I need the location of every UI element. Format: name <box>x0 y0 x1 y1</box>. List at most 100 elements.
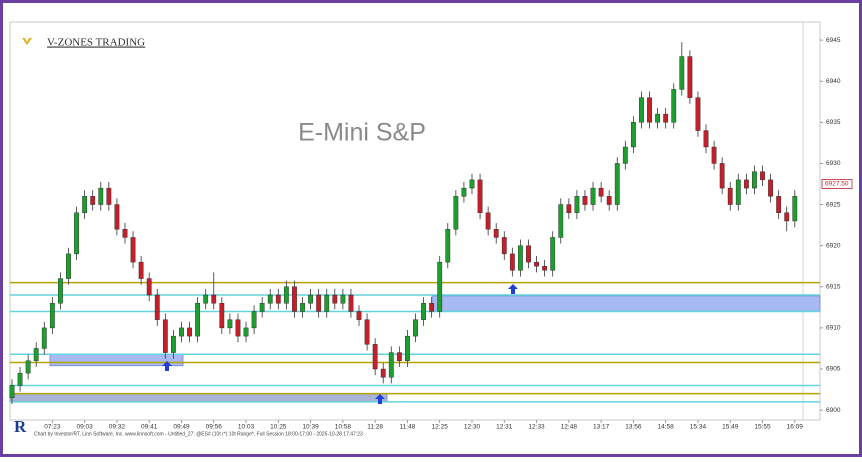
x-tick-label: 12:33 <box>528 424 545 431</box>
x-tick-label: 10:25 <box>270 424 287 431</box>
arrow <box>162 361 172 371</box>
last-price-box <box>821 179 853 189</box>
candle-body <box>66 253 71 279</box>
zone <box>49 353 184 367</box>
candle-body <box>735 179 741 205</box>
candle-body <box>58 278 63 304</box>
candle-body <box>776 196 782 213</box>
y-tick-label: 6900 <box>826 407 841 414</box>
candle-body <box>41 327 47 349</box>
candle-body <box>283 286 289 304</box>
candle-body <box>211 294 217 304</box>
arrows <box>162 284 518 404</box>
x-tick-label: 07:23 <box>44 424 61 431</box>
candle-body <box>98 187 104 205</box>
x-tick-label: 12:48 <box>561 424 578 431</box>
candle-body <box>687 56 693 98</box>
candle-body <box>187 327 192 337</box>
candle-body <box>768 179 773 197</box>
candle-body <box>380 368 386 378</box>
candle-body <box>743 179 749 189</box>
candle-body <box>711 146 717 164</box>
candle-body <box>122 229 128 238</box>
x-tick-label: 14:58 <box>658 424 675 431</box>
candle-body <box>518 245 523 271</box>
candle-body <box>74 212 79 255</box>
candle-body <box>130 237 136 263</box>
y-tick-label: 6915 <box>826 284 841 291</box>
candle-body <box>421 303 426 320</box>
candle-body <box>614 163 620 205</box>
candle-body <box>477 179 483 213</box>
candle-body <box>227 319 233 329</box>
candle-body <box>300 303 305 312</box>
candle-body <box>453 196 459 230</box>
brand-logo <box>22 38 32 45</box>
candle-body <box>49 303 55 329</box>
candle-body <box>606 196 612 205</box>
candle-body <box>235 319 241 337</box>
candle-body <box>90 196 96 205</box>
y-tick-label: 6910 <box>826 325 841 332</box>
x-tick-label: 09:49 <box>173 424 190 431</box>
x-tick-label: 12:31 <box>496 424 513 431</box>
candle-body <box>630 122 636 148</box>
candle-body <box>17 372 23 386</box>
candle-body <box>655 113 661 123</box>
candle-body <box>162 319 168 353</box>
candle-body <box>405 335 410 361</box>
candle-body <box>364 319 370 345</box>
x-tick-label: 11:48 <box>400 424 416 431</box>
candle-body <box>501 237 507 255</box>
zone <box>9 393 388 403</box>
candle-body <box>138 261 144 279</box>
x-tick-label: 09:56 <box>206 424 223 431</box>
x-tick-label: 13:17 <box>593 424 610 431</box>
x-tick-label: 10:39 <box>302 424 319 431</box>
candle-body <box>203 294 209 304</box>
candle-body <box>114 204 120 230</box>
candle-body <box>703 130 709 148</box>
candle-body <box>558 204 564 238</box>
candle-body <box>388 352 394 378</box>
candle-body <box>82 196 88 213</box>
brand: V-ZONES TRADING <box>47 37 145 49</box>
chart-title: E-Mini S&P <box>298 119 426 147</box>
x-tick-label: 11:28 <box>367 424 383 431</box>
candle-body <box>267 294 273 304</box>
last-price-label: 6927.50 <box>825 181 849 188</box>
candle-body <box>243 327 249 337</box>
candle-body <box>195 303 201 337</box>
candle-body <box>356 311 362 320</box>
candle-body <box>348 294 354 312</box>
x-tick-label: 15:34 <box>690 424 707 431</box>
x-tick-label: 13:56 <box>625 424 642 431</box>
logo: R <box>14 417 27 436</box>
candle-body <box>292 286 297 312</box>
candle-body <box>622 146 628 164</box>
candle-body <box>752 171 757 189</box>
candle-body <box>784 212 790 222</box>
x-tick-label: 10:03 <box>238 424 255 431</box>
candle-body <box>509 253 515 271</box>
y-tick-label: 6940 <box>826 78 841 85</box>
candle-body <box>550 237 556 271</box>
candle-body <box>566 204 572 213</box>
y-tick-label: 6935 <box>826 119 841 126</box>
candle-body <box>429 303 435 312</box>
candle-body <box>445 229 451 263</box>
candle-body <box>146 278 152 296</box>
candle-body <box>372 344 378 370</box>
x-tick-label: 09:03 <box>76 424 93 431</box>
candle-body <box>663 113 669 123</box>
x-tick-label: 09:41 <box>141 424 158 431</box>
x-tick-label: 15:55 <box>754 424 771 431</box>
candle-body <box>542 266 548 271</box>
candle-body <box>340 294 346 304</box>
candle-body <box>170 335 176 353</box>
candle-body <box>598 187 604 197</box>
candle-body <box>679 56 685 90</box>
candle-body <box>727 187 733 205</box>
